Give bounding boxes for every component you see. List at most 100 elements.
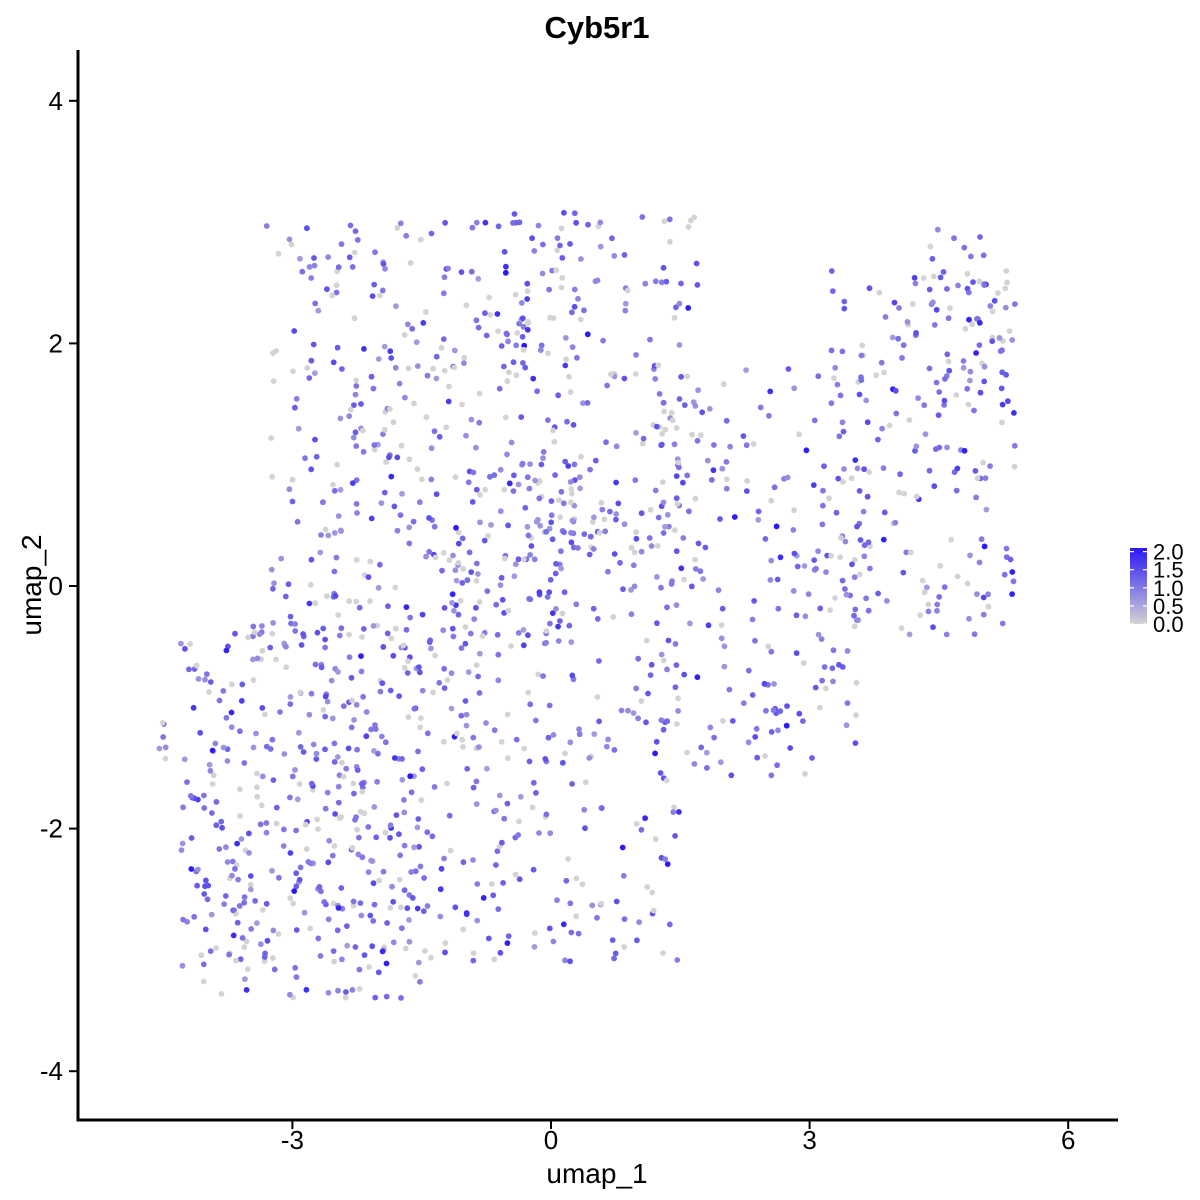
cell-point [280, 843, 287, 849]
cell-point [488, 881, 495, 887]
cell-point [475, 275, 482, 282]
cell-point [458, 269, 465, 275]
cell-point [989, 308, 996, 315]
cell-point [498, 343, 505, 349]
cell-point [708, 477, 715, 483]
cell-point [633, 529, 640, 536]
cell-point [188, 835, 195, 841]
cell-point [451, 607, 457, 614]
cell-point [775, 605, 782, 612]
cell-point [562, 750, 568, 757]
cell-point [495, 677, 502, 684]
cell-point [290, 900, 296, 907]
cell-point [563, 356, 569, 363]
cell-point [476, 599, 483, 605]
cell-point [941, 402, 947, 408]
cell-point [1004, 279, 1010, 286]
cell-point [202, 883, 208, 890]
cell-point [926, 467, 933, 474]
cell-point [293, 870, 300, 877]
cell-point [250, 656, 256, 663]
cell-point [811, 557, 818, 563]
cell-point [259, 907, 266, 913]
cell-point [573, 875, 580, 882]
cell-point [658, 279, 665, 286]
cell-point [457, 597, 464, 604]
cell-point [830, 678, 836, 685]
cell-point [349, 844, 356, 851]
legend-tick-label: 0.0 [1153, 612, 1184, 637]
cell-point [444, 780, 450, 787]
cell-point [906, 417, 913, 423]
cell-point [179, 962, 186, 969]
cell-point [384, 630, 391, 637]
cell-point [191, 913, 198, 920]
cell-point [673, 548, 680, 555]
cell-point [899, 355, 905, 361]
cell-point [491, 956, 498, 963]
cell-point [674, 501, 681, 507]
cell-point [331, 568, 338, 575]
cell-point [278, 555, 285, 562]
cell-point [581, 531, 588, 537]
cell-point [674, 957, 681, 963]
cell-point [933, 306, 940, 313]
cell-point [338, 625, 345, 632]
cell-point [306, 711, 313, 718]
cell-point [598, 805, 605, 811]
cell-point [749, 616, 756, 623]
cell-point [522, 364, 529, 371]
cell-point [828, 347, 835, 354]
cell-point [532, 477, 538, 484]
cell-point [460, 565, 467, 572]
cell-point [220, 688, 227, 694]
cell-point [197, 729, 204, 736]
cell-point [774, 762, 780, 769]
cell-point [590, 519, 596, 525]
cell-point [601, 516, 608, 523]
cell-point [292, 964, 299, 971]
cell-point [322, 746, 328, 753]
cell-point [558, 225, 565, 232]
cell-point [504, 800, 511, 807]
cell-point [660, 264, 667, 271]
cell-point [613, 516, 619, 523]
cell-point [432, 652, 438, 659]
cell-point [530, 375, 537, 382]
cell-point [377, 561, 383, 568]
cell-point [299, 268, 306, 275]
cell-point [671, 804, 677, 811]
cell-point [731, 514, 738, 520]
cell-point [390, 898, 397, 905]
cell-point [399, 490, 405, 497]
cell-point [463, 302, 470, 309]
cell-point [646, 535, 653, 541]
cell-point [652, 278, 659, 285]
cell-point [525, 632, 531, 639]
cell-point [469, 224, 476, 231]
cell-point [703, 749, 710, 756]
cell-point [654, 543, 661, 549]
cell-point [697, 432, 704, 438]
cell-point [680, 479, 686, 486]
cell-point [223, 844, 229, 851]
cell-point [317, 953, 324, 959]
cell-point [999, 620, 1006, 627]
cell-point [500, 880, 506, 886]
cell-point [852, 740, 859, 746]
cell-point [404, 321, 411, 328]
cell-point [331, 958, 337, 965]
cell-point [371, 442, 378, 448]
cell-point [497, 508, 504, 515]
cell-point [617, 559, 623, 566]
cell-point [555, 392, 562, 399]
cell-point [406, 524, 413, 531]
cell-point [655, 362, 662, 369]
cell-point [976, 342, 983, 348]
cell-point [531, 248, 538, 254]
cell-point [571, 303, 578, 310]
cell-point [700, 576, 706, 582]
cell-point [331, 740, 338, 747]
cell-point [999, 369, 1006, 376]
cell-point [390, 652, 397, 659]
